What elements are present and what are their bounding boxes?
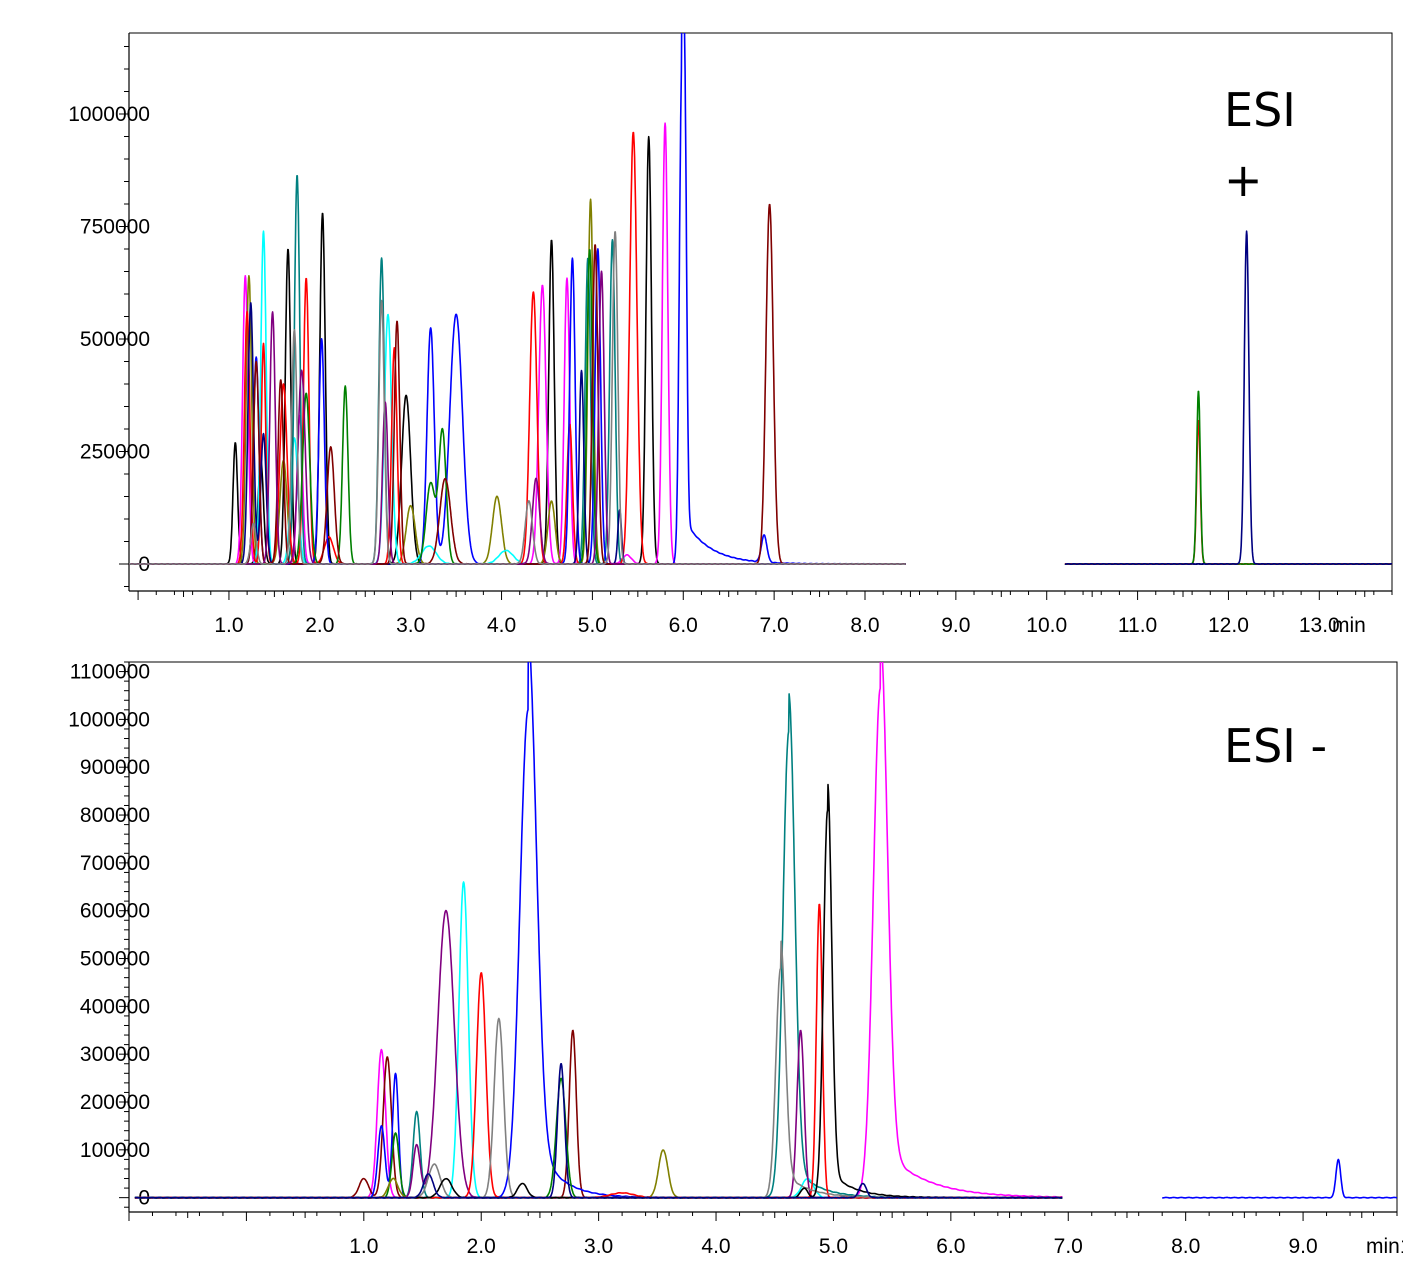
x-tick-label: 4.0 xyxy=(487,614,516,637)
ionization-mode-label: ESI - xyxy=(1224,719,1327,773)
y-tick-label: 500000 xyxy=(80,328,150,351)
x-tick-label: 4.0 xyxy=(701,1235,730,1258)
x-tick-label: 10.0 xyxy=(1026,614,1067,637)
x-tick-label: 1.0 xyxy=(214,614,243,637)
y-tick-label: 400000 xyxy=(80,995,150,1018)
trace-series xyxy=(134,940,1063,1199)
y-tick-label: 800000 xyxy=(80,804,150,827)
x-tick-label: 7.0 xyxy=(1054,1235,1083,1258)
x-tick-label: 6.0 xyxy=(936,1235,965,1258)
trace-series xyxy=(134,693,1063,1199)
trace-line xyxy=(134,1149,1063,1199)
ionization-mode-label: + xyxy=(1224,153,1263,207)
trace-line xyxy=(134,940,1063,1199)
trace-line xyxy=(134,903,1063,1199)
trace-series xyxy=(134,1149,1063,1199)
trace-line xyxy=(134,881,1063,1199)
x-tick-label: 8.0 xyxy=(850,614,879,637)
y-tick-label: 1100000 xyxy=(70,661,150,684)
x-tick-label: 9.0 xyxy=(1288,1235,1317,1258)
y-tick-label: 500000 xyxy=(80,948,150,971)
trace-series xyxy=(134,881,1063,1199)
trace-series xyxy=(134,662,1063,1199)
trace-line xyxy=(134,909,1063,1199)
plot-frame xyxy=(129,32,1393,591)
x-tick-label: 2.0 xyxy=(305,614,334,637)
x-tick-label: 8.0 xyxy=(1171,1235,1200,1258)
trace-line xyxy=(1064,390,1392,565)
x-tick-label: 2.0 xyxy=(467,1235,496,1258)
y-tick-label: 700000 xyxy=(80,852,150,875)
trace-area xyxy=(134,662,1397,1199)
trace-line xyxy=(134,662,1063,1199)
y-tick-label: 900000 xyxy=(80,756,150,779)
x-tick-label: 5.0 xyxy=(578,614,607,637)
y-tick-label: 100000 xyxy=(80,1139,150,1162)
esi-negative-chromatogram: 0100000200000300000400000500000600000700… xyxy=(68,661,1403,1258)
trace-series xyxy=(129,135,1392,565)
y-tick-label: 1000000 xyxy=(68,708,150,731)
trace-line xyxy=(134,1077,1063,1199)
y-tick-label: 250000 xyxy=(80,441,150,464)
trace-line xyxy=(1161,1158,1397,1199)
x-tick-label: 1.0 xyxy=(349,1235,378,1258)
trace-series xyxy=(134,1029,1063,1199)
x-unit-label: min xyxy=(1366,1235,1400,1258)
y-tick-label: 200000 xyxy=(80,1091,150,1114)
trace-series xyxy=(134,903,1063,1199)
trace-series xyxy=(129,231,907,565)
ionization-mode-label: ESI xyxy=(1224,83,1296,137)
x-tick-label: 3.0 xyxy=(396,614,425,637)
trace-line xyxy=(134,783,1063,1199)
trace-series xyxy=(134,662,1397,1199)
trace-series xyxy=(134,909,1063,1199)
x-tick-label: 13.0 xyxy=(1299,614,1340,637)
x-tick-label: 12.0 xyxy=(1208,614,1249,637)
trace-series xyxy=(134,1077,1063,1199)
trace-line xyxy=(129,231,907,565)
trace-series xyxy=(134,1063,1063,1199)
y-tick-label: 1000000 xyxy=(68,103,150,126)
trace-line xyxy=(1064,230,1392,565)
y-tick-label: 600000 xyxy=(80,900,150,923)
x-tick-label: 3.0 xyxy=(584,1235,613,1258)
x-tick-label: 10.0 xyxy=(1400,1235,1403,1258)
plot-frame xyxy=(129,661,1398,1212)
y-tick-label: 750000 xyxy=(80,216,150,239)
trace-line xyxy=(134,662,1063,1199)
x-tick-label: 9.0 xyxy=(941,614,970,637)
trace-series xyxy=(129,131,1392,565)
trace-series xyxy=(134,783,1063,1199)
trace-line xyxy=(134,693,1063,1199)
x-tick-label: 5.0 xyxy=(819,1235,848,1258)
y-tick-label: 300000 xyxy=(80,1043,150,1066)
trace-line xyxy=(134,1029,1063,1199)
trace-line xyxy=(1064,419,1392,565)
x-unit-label: min xyxy=(1332,614,1366,637)
x-tick-label: 11.0 xyxy=(1118,614,1157,637)
trace-area xyxy=(129,33,1392,565)
trace-line xyxy=(134,1063,1063,1199)
x-tick-label: 7.0 xyxy=(760,614,789,637)
x-tick-label: 6.0 xyxy=(669,614,698,637)
